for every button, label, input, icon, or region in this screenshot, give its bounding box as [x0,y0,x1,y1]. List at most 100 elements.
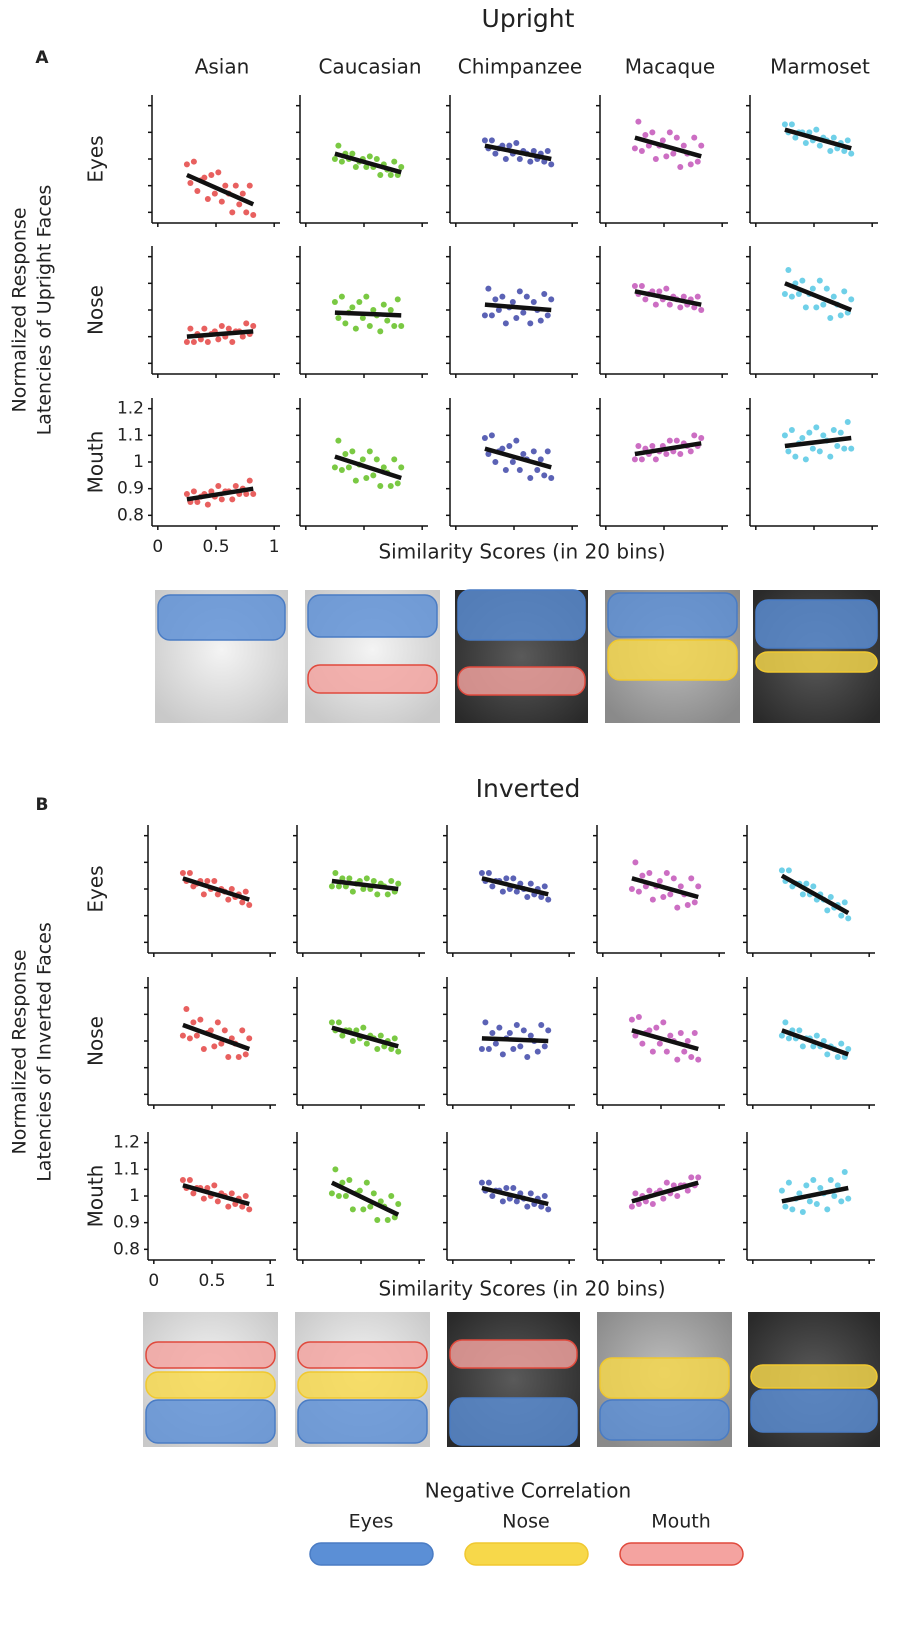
data-point [395,1048,402,1055]
y-tick-label: 1 [133,452,144,472]
data-point [331,299,338,305]
data-point [520,309,527,316]
data-point [663,1048,670,1055]
data-point [239,190,246,197]
feature-overlay [145,1371,276,1399]
y-axis-title: Latencies of Inverted Faces [34,922,56,1182]
data-point [349,1038,356,1044]
data-point [394,480,401,487]
data-point [830,427,837,433]
data-point [232,182,239,189]
data-point [377,1032,384,1039]
data-point [367,1203,374,1210]
data-point [677,164,684,170]
data-point [246,182,253,189]
data-point [516,288,523,295]
data-point [649,129,656,136]
data-point [481,435,488,441]
data-point [235,1054,242,1060]
data-point [190,158,197,165]
data-point [635,1201,642,1207]
data-point [788,293,795,300]
data-point [781,291,788,297]
data-point [642,296,649,303]
fit-line [634,135,702,159]
data-point [342,451,349,457]
data-point [527,158,534,165]
data-point [492,296,499,303]
data-point [796,1027,803,1034]
data-point [339,1179,346,1186]
y-tick-label: 0.8 [117,505,144,525]
data-point [694,158,701,165]
legend-label: Nose [502,1511,549,1533]
data-point [802,304,809,311]
data-point [848,296,855,303]
data-point [649,1201,656,1207]
data-point [537,456,544,463]
data-point [652,301,659,308]
data-point [538,1203,545,1210]
data-point [243,320,250,327]
data-point [513,437,520,444]
data-point [499,1051,506,1058]
data-point [802,140,809,146]
data-point [201,174,208,181]
data-point [218,496,225,503]
data-point [229,339,236,345]
legend-swatch [464,1542,589,1566]
data-point [810,1043,817,1050]
data-point [681,1048,688,1055]
data-point [211,1043,218,1050]
data-point [478,1179,485,1186]
data-point [834,1054,841,1060]
data-point [538,1022,545,1028]
data-point [492,150,499,157]
y-tick-label: 1.1 [117,425,144,445]
data-point [673,437,680,444]
data-point [359,315,366,321]
data-point [384,891,391,898]
data-point [239,1027,246,1034]
data-point [339,1032,346,1039]
data-point [481,312,488,319]
row-label: Eyes [84,865,108,912]
data-point [656,878,663,884]
data-point [360,1206,367,1213]
data-point [639,872,646,879]
data-point [503,875,510,882]
data-point [785,448,792,455]
data-point [663,870,670,876]
data-point [215,483,222,489]
data-point [680,293,687,300]
fit-line [484,143,552,162]
data-point [190,1190,197,1197]
data-point [799,1209,806,1215]
data-point [246,477,253,484]
data-point [183,1006,190,1012]
data-point [187,180,194,186]
data-point [827,1177,834,1183]
data-point [352,477,359,484]
y-tick-label: 0.9 [117,479,144,499]
legend-swatch [309,1542,434,1566]
data-point [246,1035,253,1042]
data-point [482,1019,489,1026]
data-point [803,1182,810,1189]
data-point [204,878,211,884]
data-point [332,1166,339,1173]
data-point [663,451,670,457]
data-point [239,899,246,906]
data-point [377,1198,384,1205]
data-point [684,902,691,908]
data-point [792,134,799,141]
row-label: Nose [84,285,108,335]
data-point [799,435,806,441]
fit-line [484,302,552,313]
data-point [387,172,394,178]
data-point [363,875,370,882]
data-point [335,315,342,321]
fit-line [631,1180,699,1204]
data-point [788,121,795,128]
data-point [632,1032,639,1039]
